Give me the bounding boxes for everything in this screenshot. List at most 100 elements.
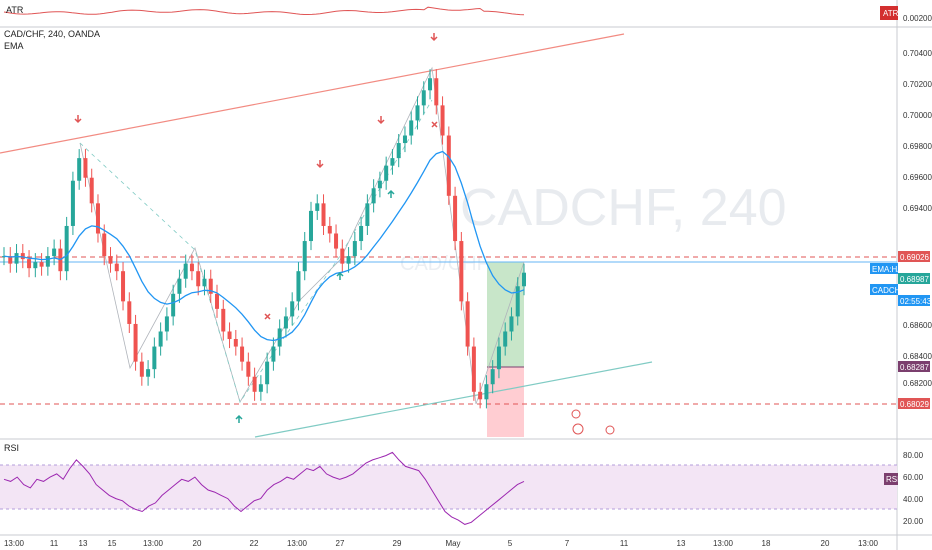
price-tick-label: 0.70200 (903, 80, 932, 89)
candle-body (484, 384, 489, 400)
price-tick-label: 0.69800 (903, 142, 932, 151)
time-tick-label: 13:00 (713, 539, 734, 548)
candle-body (515, 286, 520, 317)
countdown-tag-text: 02:55:43 (900, 297, 932, 306)
candle-body (133, 323, 138, 362)
candle-body (221, 308, 226, 332)
rsi-line (3, 451, 525, 525)
rsi-label: RSI (4, 443, 19, 453)
price-axis: 0.70400 0.70200 0.70000 0.69800 0.69600 0.694… (903, 49, 932, 388)
buy-arrow-icon (235, 414, 243, 423)
candle-body (8, 256, 13, 264)
time-tick-label: 13:00 (858, 539, 879, 548)
indicator-line: EMA (4, 41, 24, 51)
price-tick-label: 0.70400 (903, 49, 932, 58)
candle-body (446, 135, 451, 196)
candle-body (14, 253, 19, 264)
candle-body (315, 203, 320, 211)
event-icon[interactable] (572, 423, 584, 435)
candle-body (365, 203, 370, 226)
candle-body (196, 271, 201, 287)
time-tick-label: 20 (821, 539, 830, 548)
buy-arrow-icon (336, 271, 344, 280)
price-tick-label: 0.70000 (903, 111, 932, 120)
atr-label: ATR (6, 5, 24, 15)
candle-body (390, 158, 395, 166)
ema-tag-text: EMA:HA (872, 265, 903, 274)
atr-value-label: 0.00200 (903, 14, 932, 23)
candle-body (64, 225, 69, 272)
current-price-tag (898, 273, 930, 284)
rsi-tick-label: 60.00 (903, 473, 924, 482)
signal-markers (74, 33, 615, 435)
candle-body (271, 346, 276, 362)
price-tick-label: 0.68200 (903, 379, 932, 388)
candle-body (308, 210, 313, 242)
rsi-tick-label: 80.00 (903, 451, 924, 460)
candle-body (52, 248, 57, 257)
candle-body (290, 301, 295, 317)
price-tags: 0.69026 EMA:HA0.68987 CADCHF 02:55:43 0.6828… (870, 251, 932, 409)
time-tick-label: 13:00 (143, 539, 164, 548)
candle-body (503, 331, 508, 347)
symbol-tag (870, 284, 898, 295)
candle-body (459, 241, 464, 302)
candle-body (152, 346, 157, 370)
event-icon[interactable] (605, 425, 615, 435)
sell-arrow-icon (316, 160, 324, 169)
candle-body (346, 256, 351, 264)
price-tick-label: 0.69600 (903, 173, 932, 182)
sell-arrow-icon (74, 115, 82, 124)
ema-tag (870, 263, 898, 274)
candle-body (189, 263, 194, 272)
level-lower-tag (898, 398, 930, 409)
candle-body (70, 180, 75, 226)
candle-body (509, 316, 514, 332)
candle-body (246, 361, 251, 377)
candle-body (327, 225, 332, 234)
candle-body (396, 143, 401, 159)
candle-body (233, 339, 238, 347)
rsi-tag-text: RSI (886, 475, 899, 484)
candle-body (428, 78, 433, 91)
candle-body (321, 203, 326, 226)
candle-body (114, 263, 119, 272)
candle-body (171, 293, 176, 317)
upper-channel-line[interactable] (0, 33, 625, 154)
current-price-tag-text: 0.68987 (900, 275, 929, 284)
price-tick-label: 0.68600 (903, 321, 932, 330)
price-tick-label: 0.68400 (903, 352, 932, 361)
level-lower-tag-text: 0.68029 (900, 400, 929, 409)
candle-body (465, 301, 470, 347)
level-upper-tag (898, 251, 930, 262)
time-tick-label: 7 (565, 539, 570, 548)
candle-body (208, 278, 213, 294)
candle-body (202, 278, 207, 287)
candle-body (434, 78, 439, 106)
cross-icon (264, 313, 271, 320)
candle-body (102, 233, 107, 257)
candle-body (478, 391, 483, 400)
candle-body (265, 361, 270, 385)
candle-body (490, 369, 495, 385)
candle-body (258, 384, 263, 392)
time-tick-label: 5 (508, 539, 513, 548)
candle-body (334, 233, 339, 249)
candle-body (415, 105, 420, 121)
level-upper-tag-text: 0.69026 (900, 253, 929, 262)
candle-body (421, 90, 426, 106)
candle-body (359, 225, 364, 242)
rsi-axis: 80.00 60.00 40.00 20.00 (903, 451, 924, 526)
countdown-tag (898, 295, 930, 306)
atr-line (3, 6, 525, 16)
candle-body (77, 158, 82, 181)
atr-tag (880, 6, 898, 20)
candle-body (453, 195, 458, 242)
lower-channel-line[interactable] (254, 361, 653, 438)
event-icon[interactable] (571, 409, 581, 419)
time-tick-label: 13 (677, 539, 686, 548)
candle-body (471, 346, 476, 392)
candle-body (496, 346, 501, 370)
